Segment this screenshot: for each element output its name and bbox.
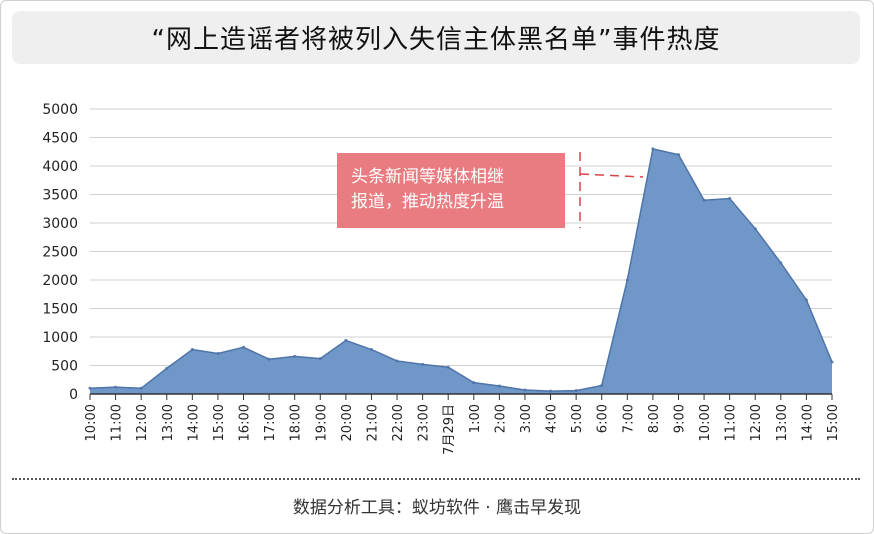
x-tick-label: 9:00	[672, 404, 687, 433]
data-point	[472, 381, 476, 385]
x-tick-label: 12:00	[135, 404, 150, 441]
x-tick-label: 21:00	[365, 404, 380, 441]
x-tick-label: 10:00	[698, 404, 713, 441]
data-point	[267, 357, 271, 361]
data-point	[421, 362, 425, 366]
data-point	[446, 365, 450, 369]
data-point	[395, 359, 399, 363]
x-tick-label: 10:00	[84, 404, 99, 441]
data-point	[165, 366, 169, 370]
data-point	[318, 357, 322, 361]
x-tick-label: 1:00	[468, 404, 483, 433]
y-tick-label: 500	[51, 359, 78, 375]
x-tick-label: 13:00	[161, 404, 176, 441]
y-tick-label: 3000	[42, 216, 78, 232]
data-point	[676, 153, 680, 157]
x-tick-label: 18:00	[289, 404, 304, 441]
x-tick-label: 4:00	[545, 404, 560, 433]
data-point	[242, 345, 246, 349]
data-source-note: 数据分析工具：蚁坊软件 · 鹰击早发现	[292, 497, 582, 518]
data-point	[139, 386, 143, 390]
annotation-pointer-dash	[579, 173, 644, 178]
x-tick-label: 19:00	[314, 404, 329, 441]
area-chart: 0 500 1000 1500 2000 2500 3000 3500 4000 4500 5000…	[42, 102, 841, 455]
data-point	[344, 338, 348, 342]
x-tick-label: 12:00	[749, 404, 764, 441]
title-bar: “网上造谣者将被列入失信主体黑名单”事件热度	[12, 11, 860, 64]
x-tick-label: 8:00	[647, 404, 662, 433]
data-point	[497, 384, 501, 388]
y-tick-label: 4500	[42, 131, 78, 147]
x-tick-label: 20:00	[340, 404, 355, 441]
x-tick-label: 7:00	[621, 404, 636, 433]
annotation-text-line1: 头条新闻等媒体相继	[351, 167, 504, 187]
x-tick-label: 11:00	[110, 404, 125, 441]
data-point	[651, 147, 655, 151]
x-tick-label: 15:00	[212, 404, 227, 441]
data-point	[779, 261, 783, 265]
data-point	[549, 389, 553, 393]
data-point	[804, 298, 808, 302]
data-point	[625, 278, 629, 282]
data-point	[88, 386, 92, 390]
y-tick-label: 1500	[42, 302, 78, 318]
data-point	[728, 196, 732, 200]
data-point	[114, 385, 118, 389]
series-line	[89, 148, 833, 392]
x-tick-label: 7月29日	[442, 404, 457, 455]
y-tick-label: 1000	[42, 330, 78, 346]
x-tick-label: 23:00	[417, 404, 432, 441]
annotation-text-line2: 报道，推动热度升温	[351, 192, 504, 212]
x-tick-label: 14:00	[800, 404, 815, 441]
x-tick-label: 2:00	[493, 404, 508, 433]
series-area	[90, 148, 832, 394]
y-tick-label: 3500	[42, 188, 78, 204]
x-tick-label: 3:00	[519, 404, 534, 433]
data-point	[216, 352, 220, 356]
data-point	[753, 227, 757, 231]
y-tick-label: 4000	[42, 159, 78, 175]
x-tick-label: 22:00	[391, 404, 406, 441]
data-point	[293, 354, 297, 358]
x-tick-label: 11:00	[724, 404, 739, 441]
x-tick-label: 17:00	[263, 404, 278, 441]
y-tick-label: 0	[69, 387, 78, 403]
x-tick-label: 16:00	[238, 404, 253, 441]
x-tick-label: 15:00	[826, 404, 841, 441]
footer-divider	[12, 478, 860, 480]
data-point	[523, 388, 527, 392]
y-tick-label: 2000	[42, 273, 78, 289]
data-point	[600, 383, 604, 387]
data-point	[369, 348, 373, 352]
y-tick-label: 5000	[42, 102, 78, 118]
x-tick-label: 5:00	[570, 404, 585, 433]
data-point	[830, 360, 834, 364]
data-point	[190, 348, 194, 352]
annotation-box	[337, 153, 565, 228]
data-point	[702, 198, 706, 202]
x-tick-label: 6:00	[596, 404, 611, 433]
x-tick-label: 13:00	[775, 404, 790, 441]
x-tick-label: 14:00	[186, 404, 201, 441]
data-point	[574, 389, 578, 393]
y-tick-label: 2500	[42, 245, 78, 261]
chart-title: “网上造谣者将被列入失信主体黑名单”事件热度	[151, 25, 721, 55]
